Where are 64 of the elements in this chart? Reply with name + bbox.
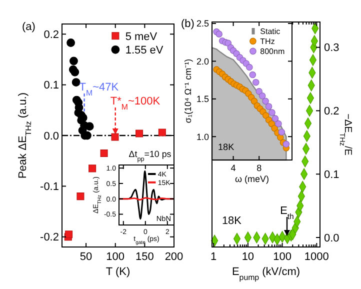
x-tick-label: 1000 <box>304 251 329 263</box>
legend-label: 1.55 eV <box>125 44 164 57</box>
legend-label: Static <box>260 27 280 36</box>
point <box>265 103 272 110</box>
y-axis-title: σ₁(10⁴ Ω⁻¹ cm⁻¹) <box>183 58 193 124</box>
y2-tick-label: 0.1 <box>324 168 340 181</box>
x-tick-label: 50 <box>80 251 92 263</box>
point <box>216 30 222 38</box>
y-tick-label: 2.5 <box>196 18 209 29</box>
y-tick-label: -0.1 <box>40 181 59 194</box>
x-tick-label: 150 <box>136 251 154 263</box>
y-tick-label: 1.5 <box>196 94 209 104</box>
point <box>278 128 286 136</box>
point <box>100 149 108 158</box>
x-tick-label: 200 <box>164 251 184 263</box>
point <box>65 230 73 238</box>
y-tick-label: 2.0 <box>196 56 209 66</box>
x-axis-title: E$_{pump}$ (kV/cm) <box>232 266 300 282</box>
annotation: E$_{th}$ <box>280 205 294 220</box>
y2-tick-label: 0.2 <box>324 106 340 118</box>
x-axis-title: ω (meV) <box>234 174 270 184</box>
point <box>76 192 84 200</box>
point <box>256 88 262 95</box>
y2-tick-label: 0.0 <box>324 232 340 244</box>
point <box>282 140 290 148</box>
annotation: 18K <box>218 142 234 152</box>
y-tick-label: 0.1 <box>44 80 59 92</box>
annotation: Δt$_{pp}$=10 ps <box>128 149 172 162</box>
point <box>88 164 96 172</box>
point <box>275 120 282 128</box>
y2-tick-label: 0.3 <box>324 42 340 54</box>
point <box>268 109 276 116</box>
point <box>272 115 279 122</box>
y-tick-label: -0.2 <box>40 232 59 244</box>
point <box>262 98 269 105</box>
x-tick-label: 100 <box>273 251 292 263</box>
x-tick-label: 8 <box>256 163 262 173</box>
chart-title: (a) <box>22 21 36 33</box>
point <box>246 64 253 71</box>
annotation: 18K <box>222 215 242 227</box>
point <box>72 78 80 86</box>
point <box>252 78 260 86</box>
annotation: T$_{M}$~47K <box>79 82 120 97</box>
y-tick-label: 1.0 <box>196 132 209 142</box>
point <box>249 71 256 78</box>
legend-label: 5 meV <box>125 30 158 43</box>
x-tick-label: 1 <box>210 251 217 263</box>
legend-label: THz <box>260 37 275 46</box>
chart-title: (b) <box>181 18 194 30</box>
x-tick-label: 10 <box>242 251 254 263</box>
y-tick-label: 0.0 <box>44 130 59 142</box>
point <box>70 68 80 76</box>
x-axis-title: T (K) <box>106 266 130 278</box>
x-tick-label: 4 <box>230 163 236 173</box>
point <box>258 92 266 100</box>
point <box>111 133 119 141</box>
point <box>136 130 144 138</box>
legend-label: 800nm <box>260 47 285 56</box>
annotation: T*$_{M}$~100K <box>110 96 161 111</box>
point <box>158 128 166 136</box>
point <box>66 38 76 47</box>
point <box>70 56 78 66</box>
x-tick-label: 100 <box>106 251 125 263</box>
y-tick-label: 0.2 <box>44 28 59 41</box>
